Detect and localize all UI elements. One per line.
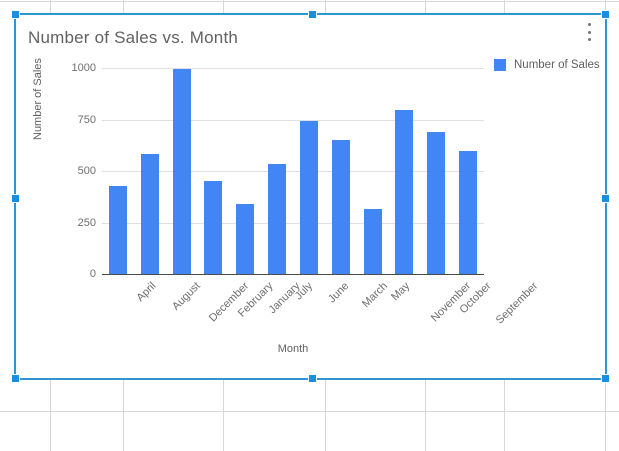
resize-handle-top-center[interactable] [308,10,317,19]
y-gridline [102,274,484,275]
y-gridline [102,222,484,224]
kebab-dot [587,23,591,26]
bar[interactable] [331,140,350,274]
legend-color-swatch [494,59,506,71]
chart-legend[interactable]: Number of Sales [494,59,600,71]
bar[interactable] [395,110,414,274]
y-gridline [102,68,484,69]
x-tick-label: June [325,280,352,306]
chart-object[interactable]: Number of Sales vs. Month 0 250 500 750 1000… [11,10,610,383]
resize-handle-bottom-center[interactable] [308,374,317,383]
y-axis-title: Number of Sales [32,58,44,140]
chart-title: Number of Sales vs. Month [28,28,239,47]
x-tick-label: August [169,280,203,313]
y-tick-label: 0 [89,268,96,280]
x-tick-label: March [359,280,390,311]
resize-handle-bottom-right[interactable] [601,374,610,383]
bar[interactable] [108,185,127,274]
x-axis-tick-labels: April August December February January July Ju… [102,276,540,342]
x-axis-title: Month [277,343,309,355]
sheet-row-divider [0,1,619,2]
bar[interactable] [299,121,318,274]
chart-plot-wrapper: 0 250 500 750 1000 April August December Februa… [16,15,605,378]
kebab-menu-icon[interactable] [582,21,596,43]
bar[interactable] [172,68,191,274]
legend-label: Number of Sales [514,59,600,71]
resize-handle-top-right[interactable] [601,10,610,19]
resize-handle-bottom-left[interactable] [11,374,20,383]
bar[interactable] [459,150,478,274]
y-tick-label: 500 [77,165,96,177]
bar[interactable] [140,153,159,274]
bar[interactable] [236,203,255,274]
sheet-row-divider [0,411,619,412]
bar[interactable] [268,164,287,274]
resize-handle-middle-right[interactable] [601,194,610,203]
resize-handle-middle-left[interactable] [11,194,20,203]
resize-handle-top-left[interactable] [11,10,20,19]
x-tick-label: May [388,280,412,304]
bar[interactable] [427,132,446,274]
y-gridline [102,171,484,172]
x-tick-label: April [134,280,159,305]
y-tick-label: 250 [77,216,96,229]
kebab-dot [587,30,591,34]
bar[interactable] [204,180,223,274]
kebab-dot [587,38,591,41]
y-axis-tick-labels: 0 250 500 750 1000 [62,62,96,280]
x-tick-label: September [493,280,541,327]
y-tick-label: 1000 [71,62,96,74]
y-gridline [102,119,484,121]
bar[interactable] [363,208,382,274]
plot-area [102,68,484,275]
y-tick-label: 750 [77,113,96,126]
